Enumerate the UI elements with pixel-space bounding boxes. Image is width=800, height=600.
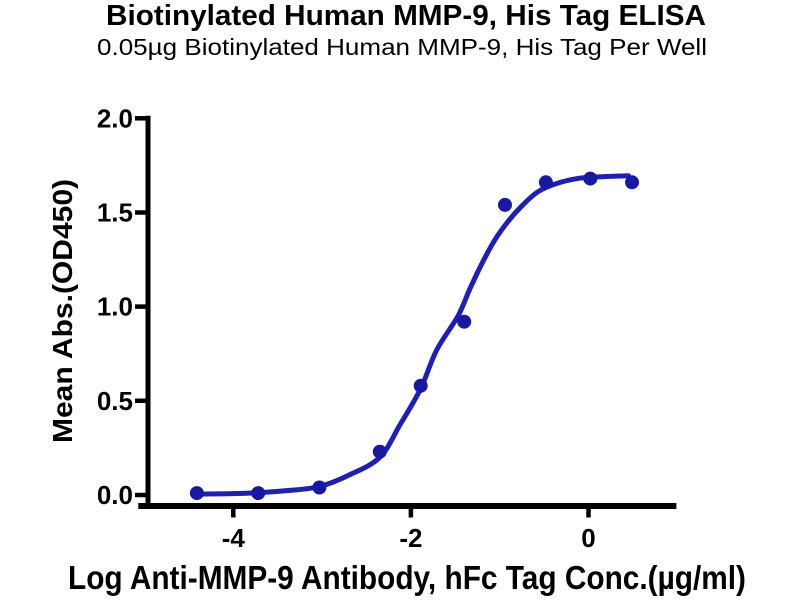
data-point — [625, 175, 639, 190]
data-point — [413, 378, 428, 393]
data-point — [189, 486, 204, 501]
data-point — [457, 314, 472, 329]
chart-subtitle: 0.05µg Biotinylated Human MMP-9, His Tag… — [97, 34, 707, 60]
x-tick-label: -2 — [399, 523, 422, 553]
chart-title: Biotinylated Human MMP-9, His Tag ELISA — [106, 0, 706, 32]
x-tick-label: 0 — [581, 523, 595, 553]
y-tick-label: 0.5 — [97, 386, 133, 416]
x-tick-label: -4 — [222, 523, 246, 553]
x-axis-title: Log Anti-MMP-9 Antibody, hFc Tag Conc.(µ… — [68, 559, 746, 596]
data-point — [538, 175, 553, 190]
y-tick-label: 1.5 — [97, 198, 133, 228]
axes: -4 -2 0 0.0 0.5 1.0 1.5 2.0 — [97, 103, 677, 553]
y-tick-label: 0.0 — [97, 480, 133, 510]
data-point — [583, 171, 598, 186]
data-point — [251, 486, 266, 501]
y-tick-label: 2.0 — [97, 103, 133, 133]
y-axis-title: Mean Abs.(OD450) — [47, 179, 78, 443]
fit-curve-line — [194, 173, 631, 497]
data-point — [372, 444, 387, 459]
plot-area — [189, 171, 639, 501]
y-tick-label: 1.0 — [97, 292, 133, 322]
data-point — [498, 197, 512, 212]
data-point — [312, 480, 327, 495]
